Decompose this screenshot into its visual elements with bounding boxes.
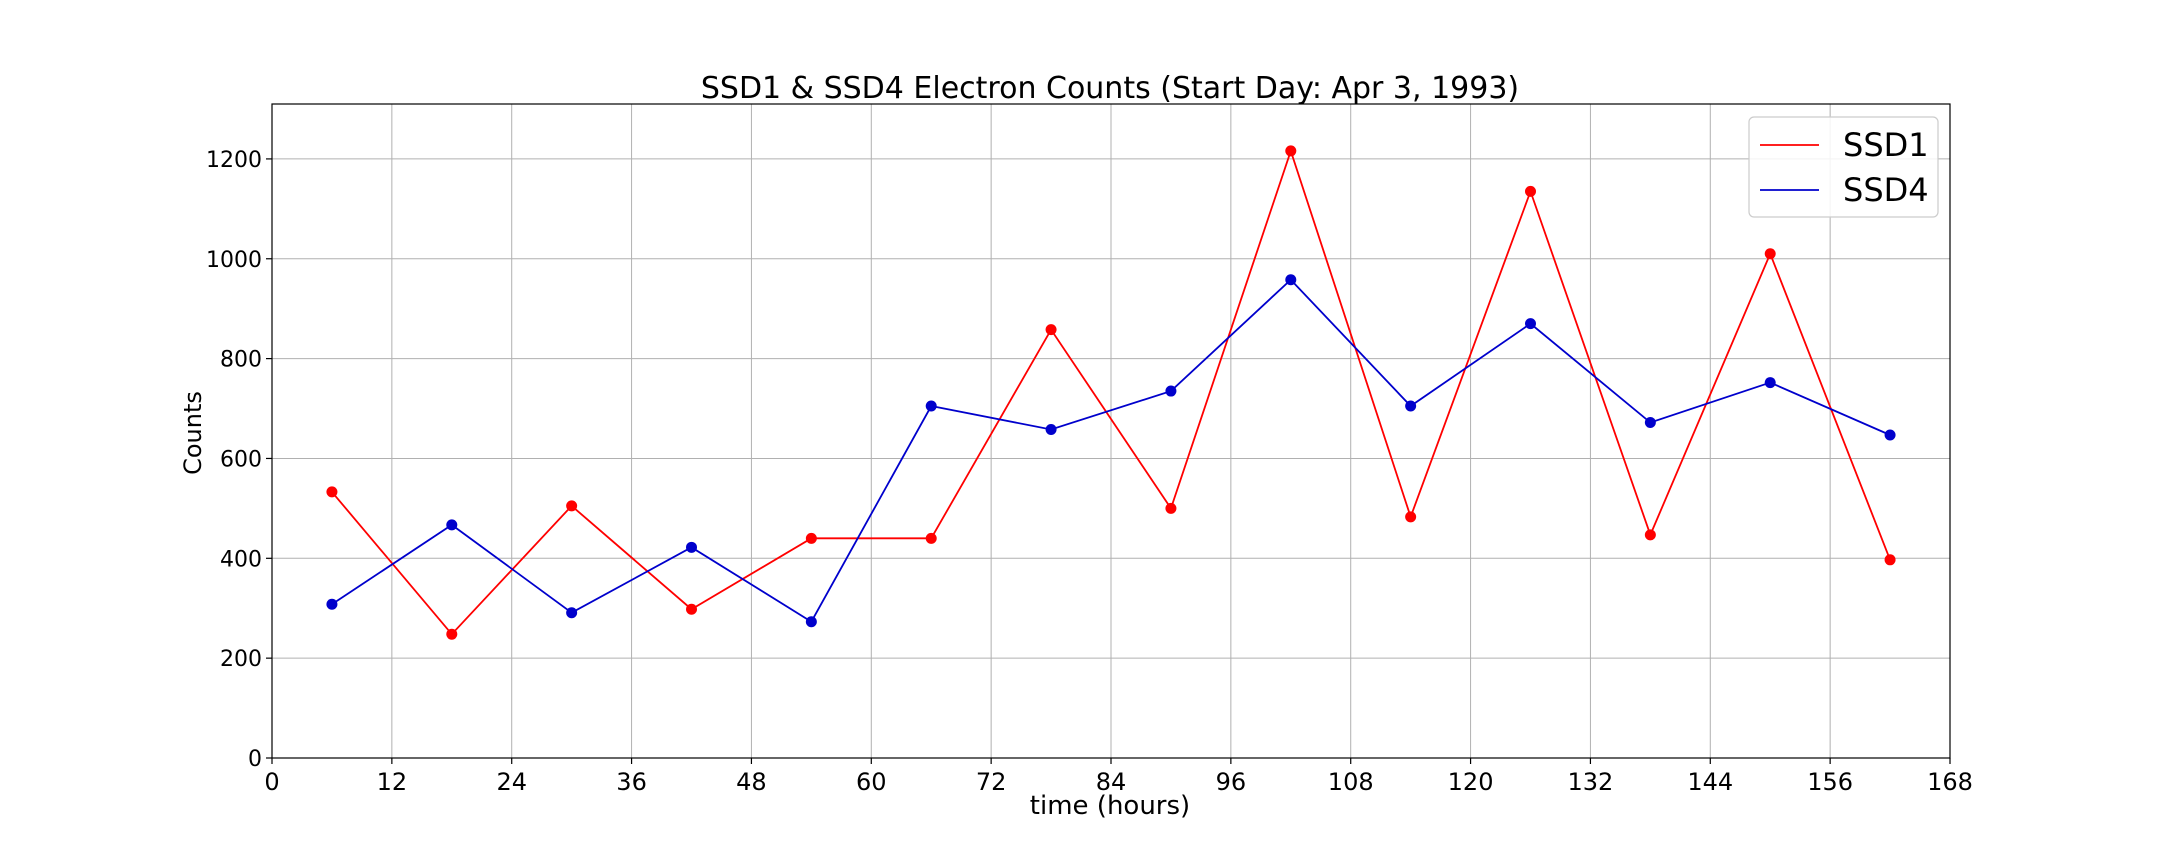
data-point-ssd1 <box>1045 324 1057 336</box>
x-tick-label: 168 <box>1927 768 1973 796</box>
x-tick-label: 108 <box>1328 768 1374 796</box>
y-tick-label: 400 <box>220 547 262 572</box>
legend-label-ssd4: SSD4 <box>1843 171 1929 209</box>
data-point-ssd1 <box>686 603 697 615</box>
data-point-ssd4 <box>805 616 817 628</box>
data-point-ssd1 <box>805 532 817 544</box>
x-tick-label: 132 <box>1568 768 1614 796</box>
x-tick-label: 0 <box>264 768 279 796</box>
y-axis-label: Counts <box>179 391 207 475</box>
x-axis-ticks: 0 12 24 36 48 60 72 84 96 108 120 132 144 156 168 <box>264 758 1973 796</box>
data-point-ssd1 <box>566 500 578 512</box>
data-point-ssd4 <box>1644 417 1656 429</box>
data-point-ssd4 <box>326 598 338 610</box>
y-tick-label: 0 <box>248 747 262 772</box>
x-axis-label: time (hours) <box>1030 791 1190 821</box>
legend-label-ssd1: SSD1 <box>1843 126 1929 164</box>
x-tick-label: 84 <box>1096 768 1127 796</box>
data-point-ssd4 <box>1045 424 1057 436</box>
data-point-ssd4 <box>686 541 697 553</box>
data-point-ssd4 <box>1165 385 1177 397</box>
data-point-ssd4 <box>446 519 458 531</box>
grid <box>271 104 1951 759</box>
legend: SSD1 SSD4 <box>1748 116 1939 218</box>
data-point-ssd1 <box>1525 185 1536 197</box>
series-line-ssd1 <box>331 148 1891 636</box>
x-tick-label: 36 <box>616 768 647 796</box>
x-tick-label: 48 <box>736 768 767 796</box>
y-tick-label: 1200 <box>206 148 262 173</box>
data-point-ssd1 <box>1165 502 1177 514</box>
legend-box <box>1748 116 1939 218</box>
x-tick-label: 72 <box>976 768 1007 796</box>
data-point-ssd1 <box>1884 554 1896 566</box>
data-point-ssd4 <box>1525 318 1536 330</box>
data-point-ssd4 <box>1884 429 1896 441</box>
data-point-ssd4 <box>1285 274 1297 286</box>
x-tick-label: 96 <box>1216 768 1247 796</box>
y-tick-label: 800 <box>220 348 262 373</box>
series-ssd4 <box>326 274 1896 628</box>
x-tick-label: 144 <box>1687 768 1733 796</box>
series-ssd1 <box>326 145 1896 640</box>
y-tick-label: 200 <box>220 647 262 672</box>
chart-title: SSD1 & SSD4 Electron Counts (Start Day: … <box>701 71 1519 106</box>
series-layer <box>326 145 1896 640</box>
data-point-ssd1 <box>1764 248 1776 260</box>
x-tick-label: 120 <box>1448 768 1494 796</box>
data-point-ssd4 <box>566 607 578 619</box>
data-point-ssd4 <box>925 400 937 412</box>
data-point-ssd1 <box>446 628 458 640</box>
data-point-ssd4 <box>1405 400 1417 412</box>
series-line-ssd4 <box>331 278 1891 623</box>
data-point-ssd1 <box>925 532 937 544</box>
x-tick-label: 60 <box>856 768 887 796</box>
x-tick-label: 24 <box>496 768 527 796</box>
y-tick-label: 1000 <box>206 248 262 273</box>
data-point-ssd1 <box>1644 529 1656 541</box>
data-point-ssd4 <box>1764 377 1776 389</box>
y-tick-label: 600 <box>220 447 262 472</box>
data-point-ssd1 <box>1405 511 1417 523</box>
data-point-ssd1 <box>1285 145 1297 157</box>
y-axis-ticks: 0 200 400 600 800 1000 1200 <box>206 148 272 772</box>
data-point-ssd1 <box>326 486 338 498</box>
x-tick-label: 156 <box>1807 768 1853 796</box>
x-tick-label: 12 <box>377 768 408 796</box>
